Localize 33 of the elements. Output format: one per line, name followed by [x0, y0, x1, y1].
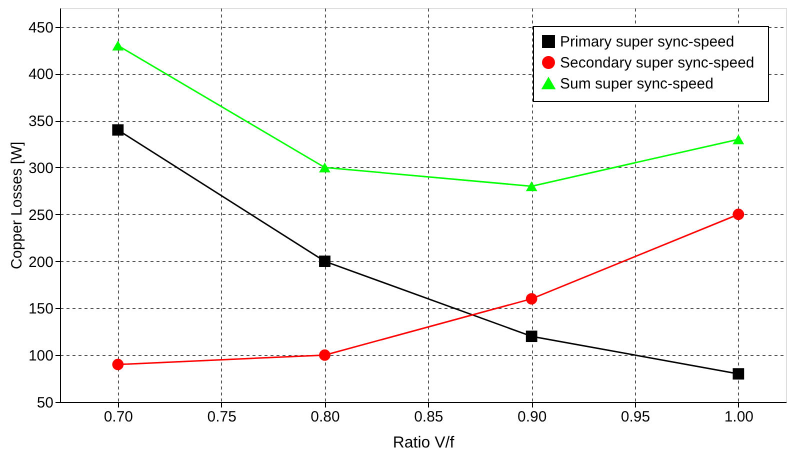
- x-tick-label: 0.75: [207, 408, 236, 426]
- x-tick-label: 0.95: [620, 408, 650, 426]
- x-tick-label: 0.90: [517, 408, 547, 426]
- y-tick-label: 150: [28, 300, 54, 318]
- point: [732, 208, 744, 220]
- x-tick-label: 0.70: [104, 408, 134, 426]
- point: [319, 256, 330, 267]
- x-axis-title: Ratio V/f: [392, 434, 455, 452]
- y-tick-label: 400: [28, 66, 54, 84]
- point: [732, 368, 744, 380]
- legend-label: Secondary super sync-speed: [560, 54, 754, 72]
- point: [526, 293, 538, 304]
- y-tick-label: 250: [28, 206, 54, 224]
- y-axis-title: Copper Losses [W]: [8, 142, 26, 270]
- point: [112, 40, 124, 50]
- y-tick-label: 350: [28, 113, 54, 130]
- y-tick-label: 200: [28, 254, 54, 271]
- x-tick-label: 1.00: [724, 408, 754, 426]
- legend-label: Primary super sync-speed: [560, 34, 734, 50]
- point: [526, 330, 538, 342]
- point: [319, 162, 330, 172]
- legend-label: Sum super sync-speed: [560, 76, 714, 92]
- point: [526, 181, 538, 192]
- point: [319, 349, 330, 361]
- x-tick-label: 0.85: [414, 408, 444, 426]
- y-tick-label: 50: [36, 394, 54, 412]
- point: [112, 124, 124, 136]
- x-tick-label: 0.80: [310, 408, 340, 426]
- y-tick-label: 450: [28, 19, 54, 36]
- y-tick-label: 100: [28, 348, 54, 365]
- point: [112, 358, 124, 370]
- point: [732, 134, 744, 144]
- y-tick-label: 300: [28, 160, 54, 177]
